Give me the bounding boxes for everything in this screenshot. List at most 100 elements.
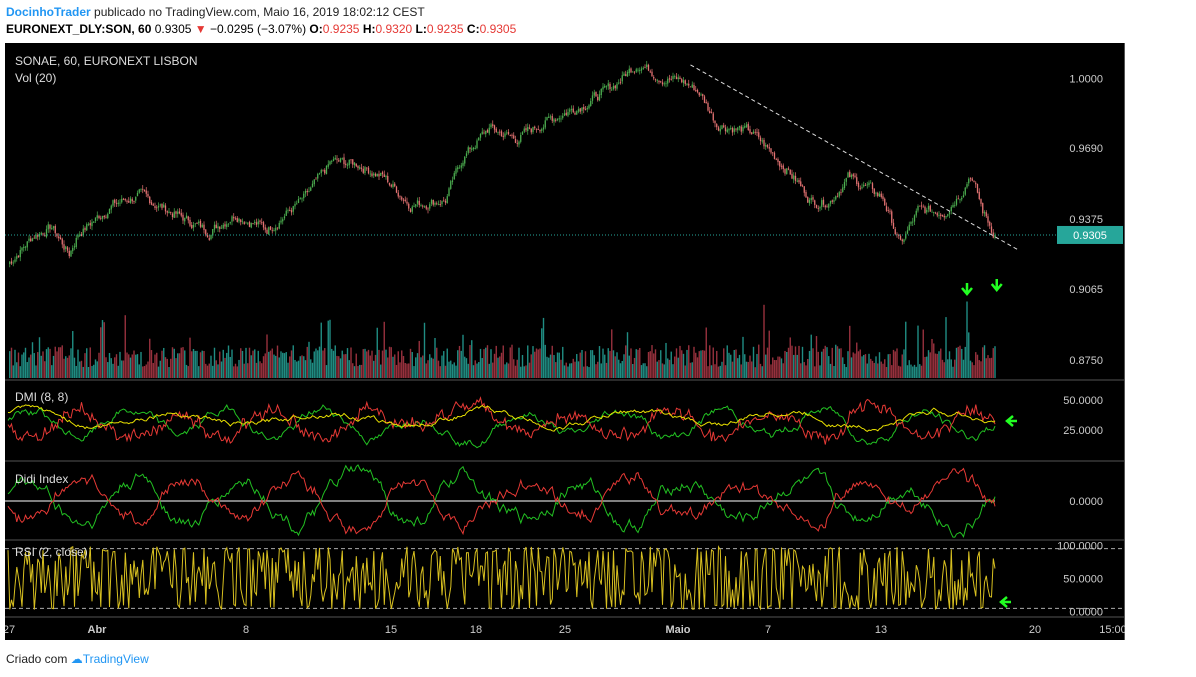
- volume-bar: [775, 360, 777, 378]
- candle-body: [355, 163, 357, 167]
- candle-body: [390, 184, 392, 187]
- volume-bar: [542, 317, 545, 378]
- didi-pane[interactable]: [5, 464, 996, 538]
- volume-bar: [212, 365, 214, 378]
- volume-bar: [63, 358, 65, 378]
- candle-body: [451, 180, 454, 182]
- candle-body: [352, 159, 354, 165]
- candle-body: [231, 216, 233, 222]
- volume-bar: [383, 321, 385, 378]
- volume-bar: [205, 363, 207, 378]
- candle-body: [145, 190, 147, 194]
- volume-bar: [604, 354, 606, 378]
- volume-bar: [163, 347, 165, 378]
- volume-bar: [952, 366, 954, 378]
- volume-bar: [507, 363, 510, 378]
- candle-body: [602, 86, 604, 90]
- price-pane[interactable]: [5, 60, 1125, 378]
- volume-bar: [156, 352, 158, 378]
- chart-container[interactable]: 1.0000 0.9690 0.9375 0.9065 0.8750 50.0000 25.…: [3, 43, 1127, 640]
- candle-body: [800, 181, 802, 187]
- candle-body: [206, 235, 209, 238]
- candle-body: [201, 224, 203, 228]
- volume-bar: [801, 346, 804, 378]
- author-link[interactable]: DocinhoTrader: [6, 5, 91, 19]
- candle-body: [677, 77, 679, 80]
- volume-bar: [469, 345, 471, 378]
- candle-body: [679, 77, 681, 80]
- volume-bar: [870, 358, 872, 378]
- volume-bar: [292, 345, 294, 378]
- tradingview-link[interactable]: TradingView: [82, 652, 149, 666]
- volume-bar: [754, 367, 756, 378]
- candle-body: [672, 76, 674, 79]
- rsi-pane[interactable]: [5, 545, 1125, 611]
- open-label: O:: [309, 22, 323, 36]
- rsi-pane-title: RSI (2, close): [15, 545, 88, 559]
- volume-bar: [479, 348, 482, 378]
- volume-bar: [287, 362, 289, 378]
- candle-body: [567, 112, 569, 116]
- candle-body: [625, 74, 627, 77]
- candle-body: [826, 206, 828, 208]
- candle-body: [749, 129, 751, 133]
- candle-body: [878, 193, 881, 197]
- candle-body: [924, 206, 926, 214]
- volume-bar: [87, 367, 90, 378]
- candle-body: [632, 71, 634, 73]
- candle-body: [149, 196, 151, 203]
- candle-body: [628, 68, 630, 73]
- candle-body: [803, 186, 805, 193]
- candle-body: [642, 67, 644, 69]
- volume-bar: [605, 362, 608, 378]
- volume-bar: [759, 363, 762, 378]
- volume-bar: [336, 355, 338, 378]
- volume-bar: [768, 330, 770, 378]
- volume-bar: [980, 361, 982, 378]
- volume-bar: [807, 358, 809, 378]
- candle-body: [304, 190, 307, 194]
- candle-body: [147, 193, 149, 197]
- volume-bar: [72, 331, 74, 378]
- candle-body: [84, 228, 86, 230]
- volume-bar: [821, 351, 823, 378]
- volume-bar: [702, 350, 704, 378]
- candle-body: [658, 80, 660, 83]
- candle-body: [560, 118, 562, 120]
- volume-bar: [82, 366, 84, 378]
- volume-bar: [394, 354, 396, 378]
- volume-bar: [819, 365, 821, 378]
- chart-svg[interactable]: 1.0000 0.9690 0.9375 0.9065 0.8750 50.0000 25.…: [3, 43, 1127, 640]
- volume-bar: [168, 367, 170, 378]
- volume-bar: [667, 358, 669, 378]
- candle-body: [653, 77, 655, 79]
- volume-bar: [385, 349, 387, 378]
- candle-body: [107, 214, 109, 219]
- candle-body: [640, 68, 643, 71]
- volume-bar: [206, 365, 209, 378]
- volume-bar: [262, 356, 265, 378]
- volume-bar: [422, 355, 424, 378]
- volume-bar: [954, 359, 956, 378]
- candle-body: [539, 130, 541, 132]
- volume-bar: [840, 348, 842, 378]
- volume-bar: [416, 353, 419, 378]
- candle-body: [19, 250, 21, 258]
- volume-bar: [864, 354, 867, 378]
- volume-bar: [525, 365, 527, 378]
- candle-body: [448, 188, 450, 196]
- volume-bar: [898, 365, 900, 378]
- volume-bar: [761, 366, 763, 378]
- volume-bar: [210, 355, 212, 378]
- candle-body: [311, 183, 314, 188]
- volume-bar: [439, 366, 441, 378]
- volume-bar: [70, 348, 72, 378]
- dmi-pane[interactable]: [7, 396, 1017, 449]
- volume-bar: [427, 360, 429, 378]
- volume-bar: [464, 356, 466, 378]
- candle-body: [730, 128, 732, 129]
- volume-bar: [100, 327, 102, 378]
- volume-bar: [177, 353, 179, 378]
- candle-body: [766, 145, 769, 147]
- volume-bar: [532, 346, 534, 378]
